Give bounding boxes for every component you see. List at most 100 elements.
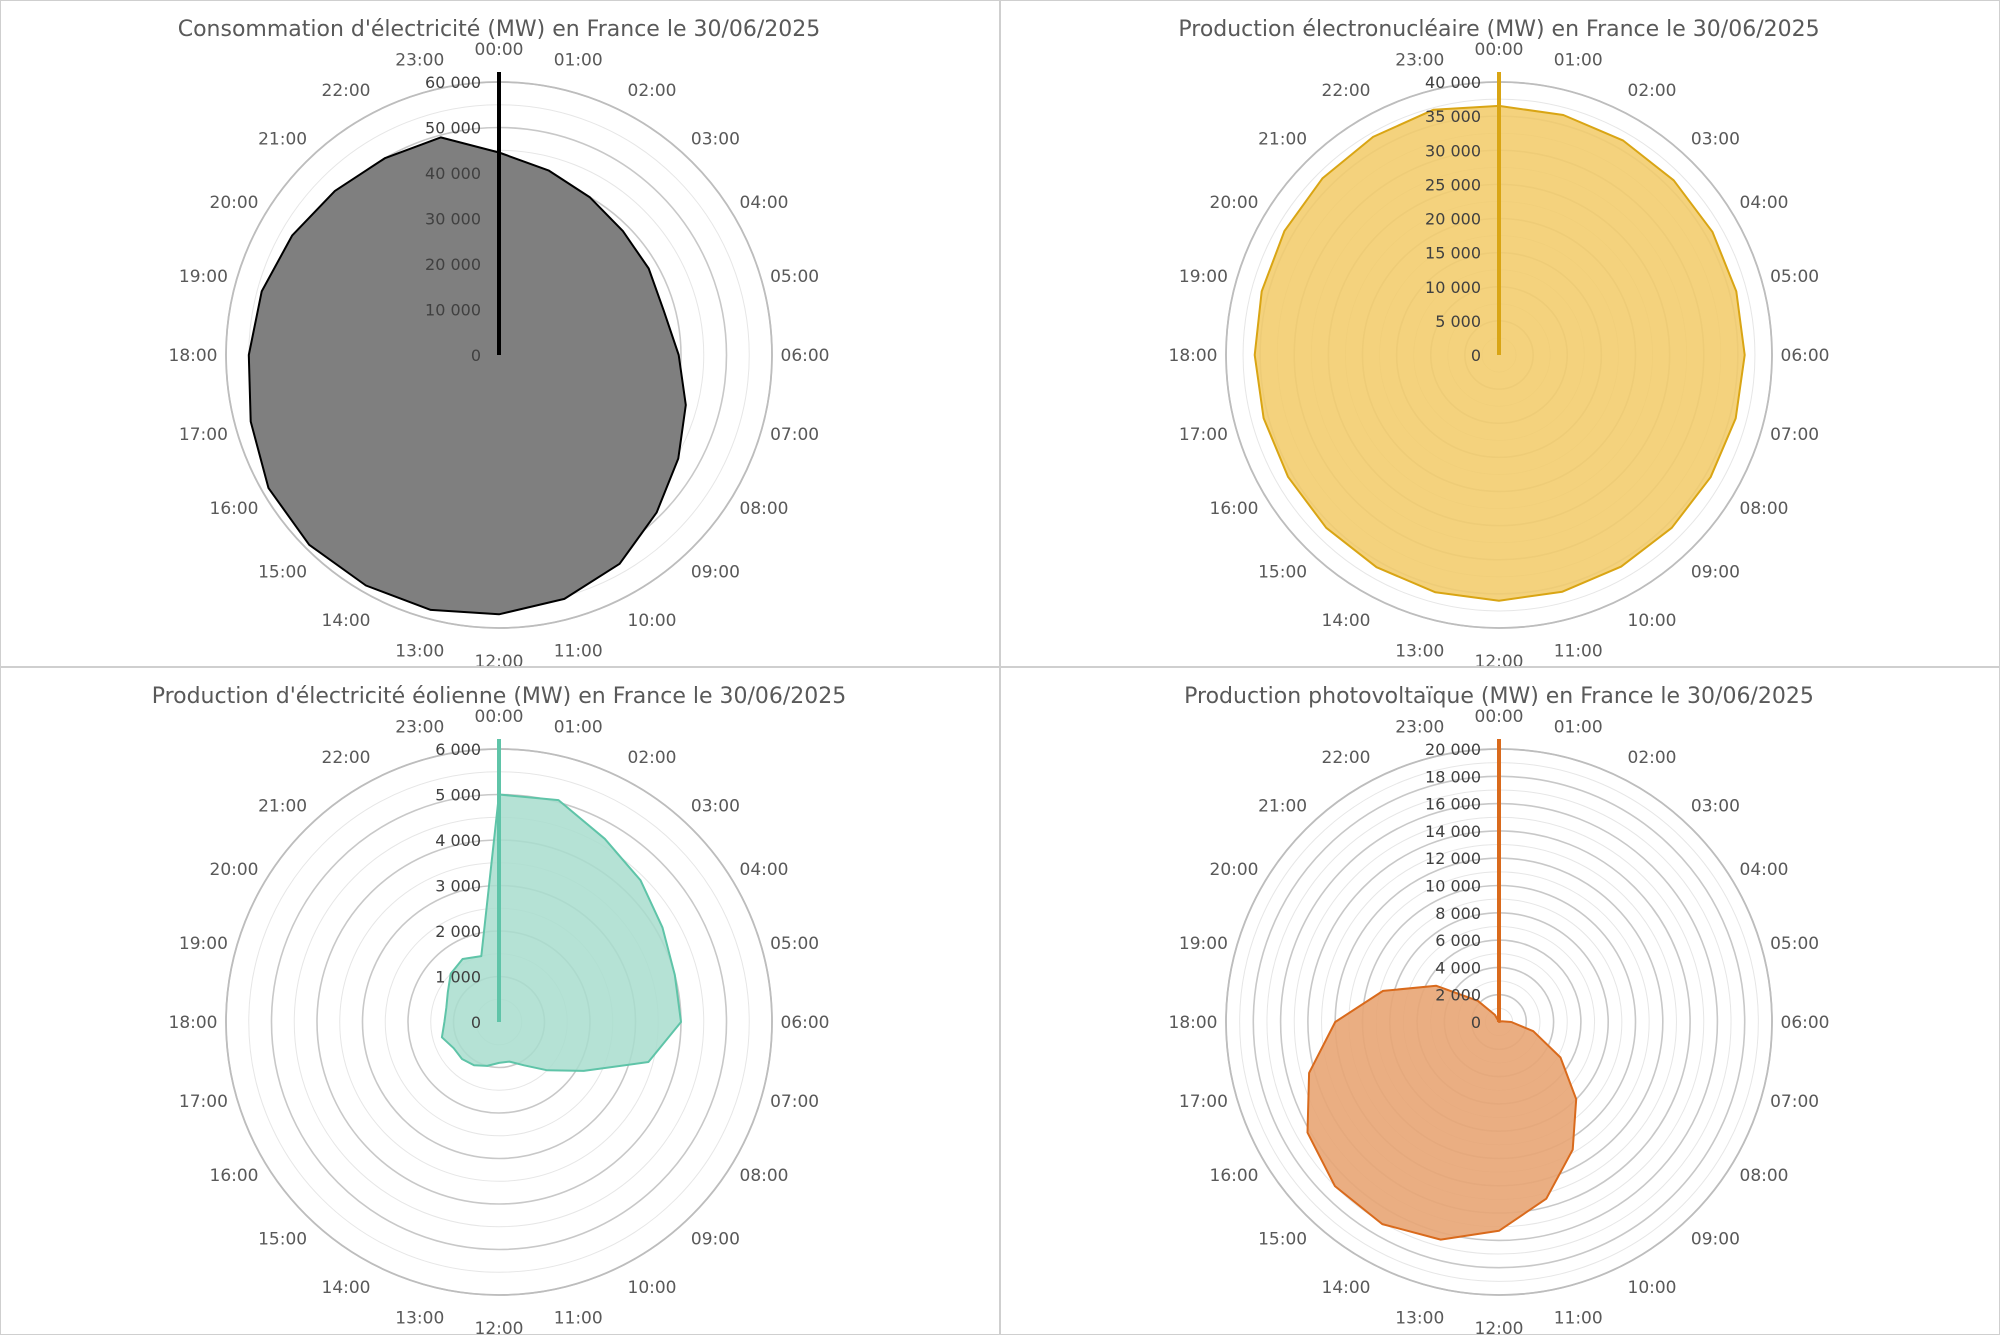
tick-label: 0	[471, 1013, 481, 1032]
hour-label: 16:00	[210, 1166, 259, 1186]
tick-label: 30 000	[425, 210, 481, 229]
hour-label: 15:00	[258, 562, 307, 582]
tick-label: 14 000	[1425, 822, 1481, 841]
hour-label: 09:00	[1691, 562, 1740, 582]
hour-label: 09:00	[691, 1229, 740, 1249]
series-area	[440, 793, 682, 1072]
hour-label: 15:00	[1258, 562, 1307, 582]
hour-label: 01:00	[1554, 50, 1603, 70]
tick-label: 0	[471, 346, 481, 365]
chart-panel-photovoltaique: Production photovoltaïque (MW) en France…	[1000, 667, 2000, 1334]
hour-label: 11:00	[1554, 642, 1603, 662]
hour-label: 21:00	[258, 797, 307, 817]
hour-label: 10:00	[1628, 611, 1677, 631]
hour-label: 07:00	[770, 1092, 819, 1112]
tick-label: 12 000	[1425, 849, 1481, 868]
tick-label: 60 000	[425, 73, 481, 92]
hour-label: 00:00	[475, 40, 524, 60]
hour-label: 23:00	[395, 50, 444, 70]
nucleaire-radar-chart: Production électronucléaire (MW) en Fran…	[1169, 17, 1830, 667]
tick-label: 20 000	[1425, 210, 1481, 229]
hour-label: 08:00	[740, 499, 789, 519]
chart-title: Consommation d'électricité (MW) en Franc…	[178, 17, 821, 42]
hour-label: 04:00	[740, 193, 789, 213]
series-area	[1306, 984, 1578, 1241]
hour-label: 23:00	[395, 717, 444, 737]
hour-label: 06:00	[1781, 346, 1830, 366]
hour-label: 03:00	[691, 130, 740, 150]
hour-label: 02:00	[1628, 748, 1677, 768]
tick-label: 6 000	[435, 740, 481, 759]
tick-label: 50 000	[425, 119, 481, 138]
hour-label: 03:00	[1691, 130, 1740, 150]
hour-label: 10:00	[628, 611, 677, 631]
hour-label: 10:00	[628, 1278, 677, 1298]
hour-label: 23:00	[1395, 717, 1444, 737]
tick-label: 25 000	[1425, 175, 1481, 194]
tick-label: 16 000	[1425, 795, 1481, 814]
hour-label: 13:00	[1395, 642, 1444, 662]
hour-label: 22:00	[322, 81, 371, 101]
hour-label: 18:00	[1169, 346, 1218, 366]
hour-label: 05:00	[1770, 934, 1819, 954]
hour-label: 05:00	[1770, 267, 1819, 287]
tick-label: 3 000	[435, 877, 481, 896]
tick-label: 10 000	[1425, 877, 1481, 896]
hour-label: 00:00	[1475, 40, 1524, 60]
hour-label: 20:00	[1210, 860, 1259, 880]
hour-label: 22:00	[1322, 748, 1371, 768]
hour-label: 08:00	[740, 1166, 789, 1186]
hour-label: 20:00	[210, 193, 259, 213]
hour-label: 13:00	[1395, 1309, 1444, 1329]
tick-label: 18 000	[1425, 767, 1481, 786]
tick-label: 30 000	[1425, 141, 1481, 160]
tick-label: 4 000	[435, 831, 481, 850]
hour-label: 13:00	[395, 1309, 444, 1329]
tick-label: 4 000	[1435, 958, 1481, 977]
tick-label: 1 000	[435, 968, 481, 987]
hour-label: 17:00	[1179, 1092, 1228, 1112]
hour-label: 21:00	[1258, 797, 1307, 817]
hour-label: 17:00	[179, 425, 228, 445]
hour-label: 22:00	[1322, 81, 1371, 101]
hour-label: 08:00	[1740, 1166, 1789, 1186]
hour-label: 11:00	[554, 642, 603, 662]
hour-label: 15:00	[1258, 1229, 1307, 1249]
hour-label: 07:00	[1770, 425, 1819, 445]
hour-label: 17:00	[179, 1092, 228, 1112]
tick-label: 0	[1471, 346, 1481, 365]
hour-label: 21:00	[258, 130, 307, 150]
hour-label: 06:00	[1781, 1013, 1830, 1033]
chart-title: Production électronucléaire (MW) en Fran…	[1178, 17, 1819, 42]
hour-label: 19:00	[179, 934, 228, 954]
hour-label: 16:00	[210, 499, 259, 519]
hour-label: 04:00	[1740, 860, 1789, 880]
tick-label: 2 000	[435, 922, 481, 941]
hour-label: 19:00	[1179, 267, 1228, 287]
hour-label: 00:00	[1475, 707, 1524, 727]
hour-label: 01:00	[554, 50, 603, 70]
hour-label: 07:00	[1770, 1092, 1819, 1112]
hour-label: 15:00	[258, 1229, 307, 1249]
hour-label: 19:00	[1179, 934, 1228, 954]
hour-label: 12:00	[1475, 652, 1524, 667]
hour-label: 02:00	[628, 81, 677, 101]
tick-label: 40 000	[425, 164, 481, 183]
tick-label: 10 000	[425, 301, 481, 320]
hour-label: 09:00	[691, 562, 740, 582]
hour-label: 02:00	[628, 748, 677, 768]
photovoltaique-radar-chart: Production photovoltaïque (MW) en France…	[1169, 684, 1830, 1334]
hour-label: 17:00	[1179, 425, 1228, 445]
chart-panel-consommation: Consommation d'électricité (MW) en Franc…	[0, 0, 1000, 667]
hour-label: 14:00	[1322, 611, 1371, 631]
tick-label: 35 000	[1425, 107, 1481, 126]
hour-label: 11:00	[1554, 1309, 1603, 1329]
hour-label: 16:00	[1210, 1166, 1259, 1186]
hour-label: 22:00	[322, 748, 371, 768]
hour-label: 06:00	[781, 1013, 830, 1033]
chart-title: Production d'électricité éolienne (MW) e…	[152, 684, 847, 709]
hour-label: 02:00	[1628, 81, 1677, 101]
hour-label: 01:00	[1554, 717, 1603, 737]
hour-label: 12:00	[475, 1319, 524, 1334]
tick-label: 8 000	[1435, 904, 1481, 923]
